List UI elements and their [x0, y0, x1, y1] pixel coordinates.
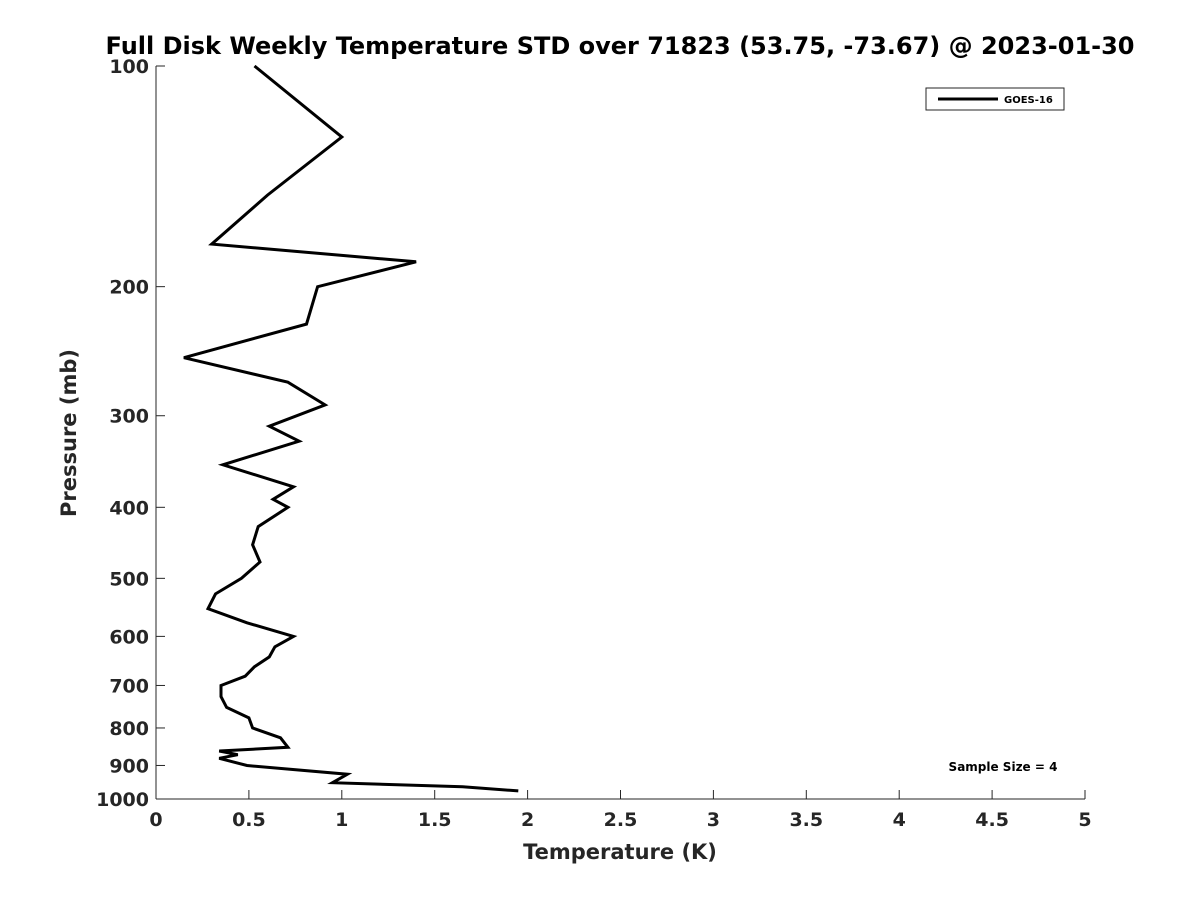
y-tick-label: 700	[109, 675, 149, 697]
x-tick-label: 0	[149, 809, 162, 831]
x-tick-label: 2.5	[604, 809, 638, 831]
x-tick-label: 1.5	[418, 809, 452, 831]
series-group	[183, 64, 519, 793]
y-tick-label: 1000	[96, 789, 149, 811]
y-tick-label: 800	[109, 718, 149, 740]
x-tick-label: 2	[521, 809, 534, 831]
y-tick-label: 600	[109, 626, 149, 648]
series-line-goes-16	[183, 64, 519, 793]
y-tick-label: 400	[109, 497, 149, 519]
x-tick-label: 1	[335, 809, 348, 831]
legend-label: GOES-16	[1004, 95, 1053, 106]
y-tick-label: 500	[109, 568, 149, 590]
y-axis-ticks: 100 200 300 400 500 600 700 800 900 1000	[96, 56, 165, 811]
x-tick-label: 5	[1078, 809, 1091, 831]
y-axis-label: Pressure (mb)	[57, 349, 81, 517]
y-tick-label: 900	[109, 755, 149, 777]
x-tick-label: 3.5	[789, 809, 823, 831]
x-tick-label: 4	[893, 809, 906, 831]
x-tick-label: 4.5	[975, 809, 1009, 831]
x-axis-ticks: 0 0.5 1 1.5 2 2.5 3 3.5 4 4.5 5	[149, 790, 1092, 831]
chart-title: Full Disk Weekly Temperature STD over 71…	[106, 32, 1135, 60]
legend: GOES-16	[925, 87, 1065, 111]
y-tick-label: 300	[109, 406, 149, 428]
x-tick-label: 0.5	[232, 809, 266, 831]
x-tick-label: 3	[707, 809, 720, 831]
plot-area	[155, 66, 1085, 800]
x-axis-label: Temperature (K)	[523, 840, 717, 864]
y-tick-label: 200	[109, 277, 149, 299]
sample-size-annotation: Sample Size = 4	[949, 760, 1058, 774]
y-tick-label: 100	[109, 56, 149, 78]
